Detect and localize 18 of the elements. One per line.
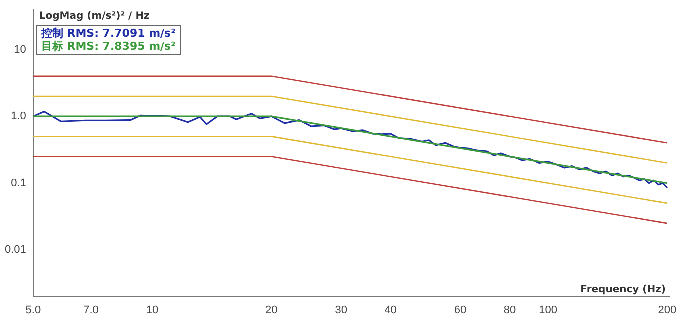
x-tick-label: 20 [266,304,278,316]
x-tick-label: 10 [146,304,159,316]
x-tick-label: 60 [454,304,467,316]
x-tick-label: 40 [384,304,397,316]
x-tick-label: 30 [335,304,348,316]
y-tick-label: 10 [14,44,26,56]
text: 目标 RMS: 7.8395 m/s² [41,40,176,53]
y-tick-label: 1.0 [11,110,26,123]
x-tick-label: 5.0 [26,304,42,316]
y-axis-title: LogMag (m/s²)² / Hz [39,11,150,22]
y-tick-label: 0.01 [4,244,26,256]
x-tick-label: 100 [539,304,558,316]
x-tick-label: 200 [658,304,677,316]
text: 控制 RMS: 7.7091 m/s² [41,26,176,40]
x-tick-label: 7.0 [84,304,99,316]
y-tick-label: 0.1 [11,177,26,190]
x-tick-label: 80 [504,304,516,316]
x-axis-title: Frequency (Hz) [580,284,666,296]
